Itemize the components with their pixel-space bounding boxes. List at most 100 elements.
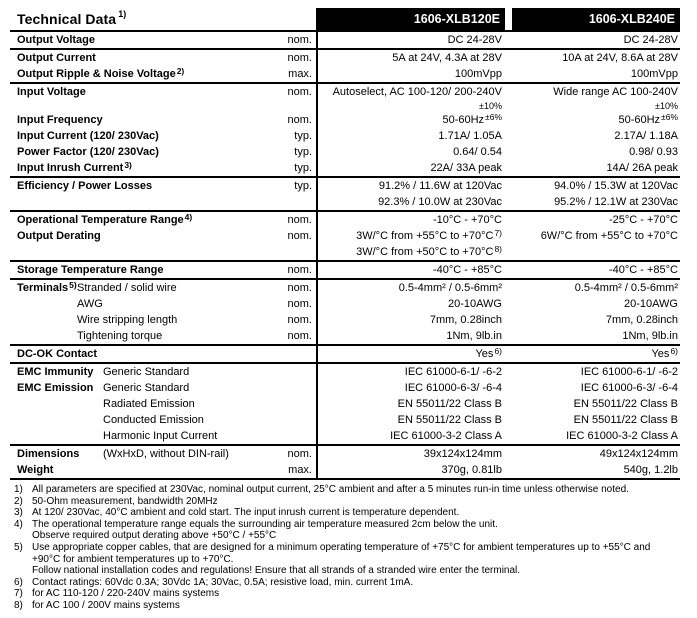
value-line: EN 55011/22 Class B bbox=[573, 398, 678, 410]
param-sublabel: AWG bbox=[77, 298, 103, 310]
footnote-marker: 2) bbox=[176, 65, 185, 76]
value-line: EN 55011/22 Class B bbox=[397, 398, 502, 410]
value-line: Autoselect, AC 100-120/ 200-240V bbox=[332, 86, 502, 98]
value-xlb120e: 20-10AWG bbox=[318, 296, 505, 312]
footnote-text: for AC 100 / 200V mains systems bbox=[32, 600, 682, 612]
footnote-marker: 6) bbox=[670, 345, 678, 356]
param-label: Dimensions bbox=[17, 448, 80, 460]
column-gap bbox=[505, 396, 512, 412]
value-line: 20-10AWG bbox=[623, 298, 678, 310]
value-line: 0.5-4mm² / 0.5-6mm² bbox=[574, 282, 678, 294]
footnote-number: 4) bbox=[14, 518, 23, 530]
value-xlb240e: 14A/ 26A peak bbox=[512, 160, 680, 176]
param-qualifier: typ. bbox=[294, 180, 312, 192]
footnote-number: 3) bbox=[14, 507, 23, 519]
value-xlb240e: 94.0% / 15.3W at 120Vac 95.2% / 12.1W at … bbox=[512, 178, 680, 210]
value-xlb120e: 1Nm, 9lb.in bbox=[318, 328, 505, 344]
table-row: Efficiency / Power Losses typ. 91.2% / 11.… bbox=[10, 178, 680, 212]
table-row: Storage Temperature Range nom. -40°C - +85… bbox=[10, 262, 680, 280]
param-qualifier: nom. bbox=[287, 114, 312, 126]
param-label: Input Frequency bbox=[17, 114, 103, 126]
value-line: -40°C - +85°C bbox=[608, 264, 678, 276]
value-xlb240e: Wide range AC 100-240V ±10% bbox=[512, 84, 680, 112]
param-label-cell: Output Voltage nom. bbox=[10, 32, 318, 48]
footnote: 8) for AC 100 / 200V mains systems bbox=[14, 600, 682, 612]
column-gap bbox=[505, 346, 512, 362]
param-label-cell: Efficiency / Power Losses typ. bbox=[10, 178, 318, 210]
value-xlb240e: 1Nm, 9lb.in bbox=[512, 328, 680, 344]
param-label: Power Factor (120/ 230Vac) bbox=[17, 146, 159, 158]
param-qualifier: nom. bbox=[287, 52, 312, 64]
value-line: 39x124x124mm bbox=[423, 448, 502, 460]
value-xlb120e: 0.64/ 0.54 bbox=[318, 144, 505, 160]
param-label-cell: Input Voltage nom. bbox=[10, 84, 318, 112]
value-line: 1Nm, 9lb.in bbox=[622, 330, 678, 342]
param-qualifier: typ. bbox=[294, 130, 312, 142]
param-label-cell: Tightening torque nom. bbox=[10, 328, 318, 344]
value-xlb120e: 50-60Hz±6% bbox=[318, 112, 505, 128]
value-line: IEC 61000-6-1/ -6-2 bbox=[580, 366, 678, 378]
value-xlb120e: 3W/°C from +55°C to +70°C7) 3W/°C from +5… bbox=[318, 228, 505, 260]
value-line: IEC 61000-3-2 Class A bbox=[390, 430, 502, 442]
value-line: 100mVpp bbox=[454, 68, 502, 80]
column-gap bbox=[505, 380, 512, 396]
table-row: AWG nom. 20-10AWG 20-10AWG bbox=[10, 296, 680, 312]
footnote-marker: 8) bbox=[494, 243, 502, 254]
param-label-cell: Conducted Emission bbox=[10, 412, 318, 428]
value-xlb120e: 370g, 0.81lb bbox=[318, 462, 505, 478]
table-body: Output Voltage nom. DC 24-28V DC 24-28V Outp… bbox=[10, 32, 680, 480]
value-xlb120e: 7mm, 0.28inch bbox=[318, 312, 505, 328]
value-line: 3W/°C from +55°C to +70°C7) bbox=[356, 227, 502, 243]
value-line: Yes6) bbox=[475, 345, 502, 361]
table-row: Input Voltage nom. Autoselect, AC 100-120/… bbox=[10, 84, 680, 112]
column-gap bbox=[505, 428, 512, 444]
param-label-cell: Input Inrush Current3) typ. bbox=[10, 160, 318, 176]
value-line: Wide range AC 100-240V bbox=[553, 86, 678, 98]
footnote-line: +90°C for ambient temperatures up to +70… bbox=[32, 553, 234, 565]
value-xlb240e: 49x124x124mm bbox=[512, 446, 680, 462]
table-row: Output Ripple & Noise Voltage2) max. 100mV… bbox=[10, 66, 680, 84]
column-gap bbox=[505, 312, 512, 328]
value-xlb240e: EN 55011/22 Class B bbox=[512, 396, 680, 412]
param-sublabel: Generic Standard bbox=[103, 366, 190, 378]
value-xlb120e: 1.71A/ 1.05A bbox=[318, 128, 505, 144]
param-label: Output Voltage bbox=[17, 34, 96, 46]
value-line: ±10% bbox=[479, 101, 502, 111]
value-line: EN 55011/22 Class B bbox=[573, 414, 678, 426]
column-gap bbox=[505, 212, 512, 228]
param-qualifier: nom. bbox=[287, 34, 312, 46]
value-xlb120e: 22A/ 33A peak bbox=[318, 160, 505, 176]
param-label-cell: Dimensions (WxHxD, without DIN-rail) nom. bbox=[10, 446, 318, 462]
value-line: 94.0% / 15.3W at 120Vac bbox=[554, 180, 678, 192]
value-line: 3W/°C from +50°C to +70°C8) bbox=[356, 243, 502, 259]
footnote-number: 6) bbox=[14, 576, 23, 588]
table-row: Input Current (120/ 230Vac) typ. 1.71A/ 1.… bbox=[10, 128, 680, 144]
value-line: 49x124x124mm bbox=[599, 448, 678, 460]
value-xlb120e: -40°C - +85°C bbox=[318, 262, 505, 278]
param-sublabel: Tightening torque bbox=[77, 330, 163, 342]
value-line: 7mm, 0.28inch bbox=[429, 314, 502, 326]
footnote-text: for AC 110-120 / 220-240V mains systems bbox=[32, 588, 682, 600]
param-sublabel: (WxHxD, without DIN-rail) bbox=[103, 448, 229, 460]
value-xlb240e: 7mm, 0.28inch bbox=[512, 312, 680, 328]
param-label-cell: Storage Temperature Range nom. bbox=[10, 262, 318, 278]
value-line: 14A/ 26A peak bbox=[606, 162, 678, 174]
value-line: -25°C - +70°C bbox=[608, 214, 678, 226]
page-title: Technical Data bbox=[17, 11, 117, 27]
param-sublabel: Conducted Emission bbox=[103, 414, 204, 426]
value-xlb120e: 5A at 24V, 4.3A at 28V bbox=[318, 50, 505, 66]
param-label: Input Current (120/ 230Vac) bbox=[17, 130, 159, 142]
table-row: Harmonic Input Current IEC 61000-3-2 Clas… bbox=[10, 428, 680, 446]
param-label: EMC Emission bbox=[17, 382, 94, 394]
table-row: Tightening torque nom. 1Nm, 9lb.in 1Nm, 9lb… bbox=[10, 328, 680, 346]
column-gap bbox=[505, 66, 512, 82]
param-label: Operational Temperature Range4) bbox=[17, 211, 193, 227]
value-xlb120e: EN 55011/22 Class B bbox=[318, 396, 505, 412]
value-line: 6W/°C from +55°C to +70°C bbox=[540, 230, 678, 242]
footnote-line: for AC 100 / 200V mains systems bbox=[32, 599, 180, 611]
value-xlb120e: 0.5-4mm² / 0.5-6mm² bbox=[318, 280, 505, 296]
value-line: -40°C - +85°C bbox=[432, 264, 502, 276]
param-label-cell: AWG nom. bbox=[10, 296, 318, 312]
value-line: 7mm, 0.28inch bbox=[605, 314, 678, 326]
